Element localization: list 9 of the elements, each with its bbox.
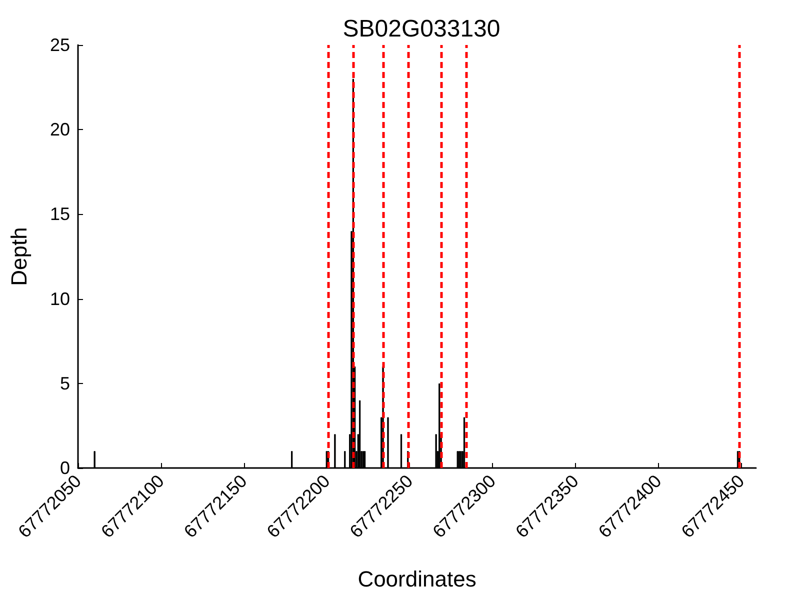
y-tick-label: 20: [50, 120, 70, 140]
y-tick-label: 5: [60, 373, 70, 394]
y-tick-label: 0: [60, 458, 70, 478]
y-tick-label: 10: [50, 288, 70, 309]
y-axis-title: Depth: [6, 227, 32, 286]
y-tick-label: 25: [50, 35, 70, 55]
y-tick-label: 15: [50, 204, 70, 224]
chart-title: SB02G033130: [342, 16, 500, 42]
x-axis-title: Coordinates: [358, 566, 476, 592]
